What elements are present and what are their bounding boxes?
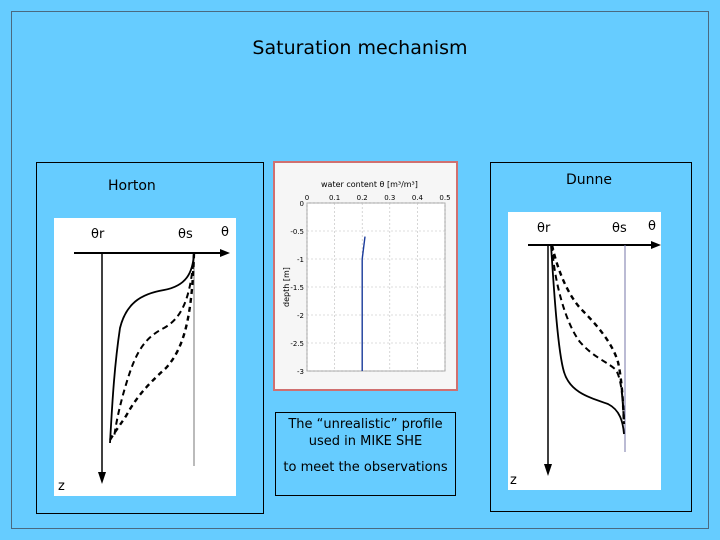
chart-y-tick-label: 0 bbox=[300, 200, 304, 208]
chart-x-tick-label: 0.1 bbox=[329, 194, 340, 202]
profile-curve-dashed-2 bbox=[108, 252, 196, 441]
mike-she-chart: water content θ [m³/m³] 0 0.1 0.2 0.3 0.4 0.5… bbox=[273, 161, 458, 391]
chart-x-tick-label: 0 bbox=[305, 194, 309, 202]
theta-axis-arrow-icon bbox=[220, 249, 230, 257]
theta-label: θ bbox=[648, 219, 656, 234]
horton-label: Horton bbox=[108, 178, 156, 194]
dunne-diagram: θr θs θ z bbox=[508, 212, 661, 490]
z-label: z bbox=[510, 473, 517, 488]
caption-line1: The “unrealistic” profile used in MIKE S… bbox=[288, 417, 443, 449]
chart-x-tick-label: 0.4 bbox=[412, 194, 424, 202]
chart-ylabel: depth [m] bbox=[282, 267, 291, 307]
theta-r-label: θr bbox=[91, 227, 105, 242]
profile-curve-solid bbox=[550, 244, 625, 435]
profile-curve-solid bbox=[109, 252, 195, 444]
theta-axis-arrow-icon bbox=[651, 241, 661, 249]
profile-curve-dashed-2 bbox=[550, 244, 626, 425]
dunne-panel bbox=[490, 162, 692, 512]
chart-x-tick-label: 0.2 bbox=[357, 194, 368, 202]
chart-y-tick-label: -2 bbox=[297, 312, 304, 320]
slide-title: Saturation mechanism bbox=[252, 37, 468, 59]
caption-line2: to meet the observations bbox=[283, 460, 448, 475]
horton-panel bbox=[36, 162, 264, 514]
chart-xlabel: water content θ [m³/m³] bbox=[321, 180, 418, 189]
theta-r-label: θr bbox=[537, 221, 551, 236]
chart-x-tick-label: 0.5 bbox=[439, 194, 450, 202]
theta-s-label: θs bbox=[178, 227, 193, 242]
chart-series-line bbox=[361, 236, 366, 371]
z-axis-arrow-icon bbox=[544, 464, 552, 476]
caption-box: The “unrealistic” profile used in MIKE S… bbox=[275, 412, 456, 496]
z-axis-arrow-icon bbox=[98, 472, 106, 484]
chart-y-tick-label: -1 bbox=[297, 256, 304, 264]
z-label: z bbox=[58, 479, 65, 494]
chart-y-tick-label: -1.5 bbox=[290, 284, 304, 292]
chart-y-tick-label: -3 bbox=[297, 368, 304, 376]
profile-curve-dashed-1 bbox=[113, 252, 195, 439]
chart-y-tick-label: -0.5 bbox=[290, 228, 304, 236]
theta-s-label: θs bbox=[612, 221, 627, 236]
theta-label: θ bbox=[221, 225, 229, 240]
chart-x-tick-label: 0.3 bbox=[384, 194, 395, 202]
dunne-profile-svg: θr θs θ z bbox=[510, 219, 661, 488]
horton-profile-svg: θr θs θ z bbox=[58, 225, 230, 494]
chart-y-tick-label: -2.5 bbox=[290, 340, 304, 348]
slide-frame bbox=[11, 11, 709, 529]
horton-diagram: θr θs θ z bbox=[54, 218, 236, 496]
mike-she-chart-svg: water content θ [m³/m³] 0 0.1 0.2 0.3 0.4 0.5… bbox=[282, 180, 451, 376]
dunne-label: Dunne bbox=[566, 172, 613, 188]
